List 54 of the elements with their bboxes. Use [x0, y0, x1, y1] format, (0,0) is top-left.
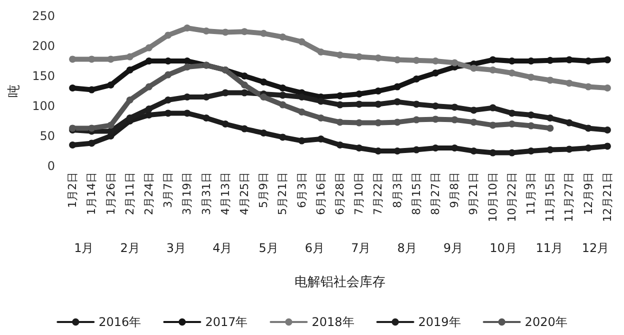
x-tick-label: 9月8日: [448, 172, 462, 208]
text: 2月: [120, 241, 140, 255]
x-tick-label: 6月3日: [295, 172, 308, 208]
text: 11月: [536, 241, 564, 255]
x-tick-label: 10月10日: [486, 172, 500, 222]
x-tick-label: 2月11日: [123, 172, 136, 215]
x-tick-label: 1月14日: [85, 172, 98, 215]
x-tick-label: 5月21日: [276, 172, 290, 215]
x-tick-label: 8月3日: [390, 172, 404, 208]
x-tick-label: 6月16日: [314, 172, 328, 215]
legend-label: 2018年: [312, 315, 354, 329]
x-tick-label: 9月21日: [467, 172, 480, 215]
x-tick-label: 7月10日: [352, 172, 366, 215]
x-tick-label: 12月21日: [600, 172, 614, 222]
legend-label: 2020年: [524, 315, 568, 329]
x-tick-label: 4月13日: [218, 172, 232, 215]
text: 10月: [490, 241, 517, 255]
text: 1月: [74, 241, 94, 255]
text: 7月: [351, 241, 371, 255]
legend-label: 2019年: [418, 315, 461, 329]
y-tick-label: 100: [32, 99, 55, 113]
x-tick-label: 11月27日: [562, 172, 576, 222]
y-axis-title: 吨: [7, 84, 22, 98]
x-tick-label: 1月2日: [66, 172, 80, 208]
x-tick-label: 5月9日: [257, 172, 270, 208]
x-tick-label: 7月22日: [372, 172, 385, 215]
text: 8月: [397, 241, 417, 255]
x-axis-title: 电解铝社会库存: [294, 275, 386, 290]
x-tick-label: 4月25日: [238, 172, 251, 215]
x-tick-label: 3月19日: [180, 172, 194, 215]
y-tick-label: 250: [32, 9, 55, 23]
x-tick-label: 8月27日: [429, 172, 442, 215]
legend-label: 2016年: [98, 315, 142, 329]
x-tick-label: 3月31日: [200, 172, 213, 215]
x-tick-label: 10月22日: [505, 172, 518, 222]
text: 3月: [166, 241, 186, 255]
y-tick-label: 0: [47, 159, 55, 173]
text: 4月: [212, 241, 232, 255]
x-tick-label: 11月3日: [524, 172, 538, 215]
x-tick-label: 8月15日: [410, 172, 423, 215]
y-tick-label: 150: [32, 69, 55, 83]
y-tick-label: 50: [40, 129, 55, 143]
x-tick-label: 3月7日: [162, 172, 175, 208]
x-tick-label: 1月26日: [104, 172, 118, 215]
x-tick-label: 2月24日: [142, 172, 156, 215]
legend-label: 2017年: [205, 315, 248, 329]
text: 12月: [582, 241, 610, 255]
x-tick-label: 11月15日: [544, 172, 557, 222]
text: 6月: [304, 241, 325, 255]
x-tick-label: 12月9日: [582, 172, 595, 215]
y-tick-label: 200: [32, 39, 55, 53]
text: 5月: [258, 241, 278, 255]
x-tick-label: 6月28日: [334, 172, 346, 215]
text: 9月: [443, 241, 464, 255]
